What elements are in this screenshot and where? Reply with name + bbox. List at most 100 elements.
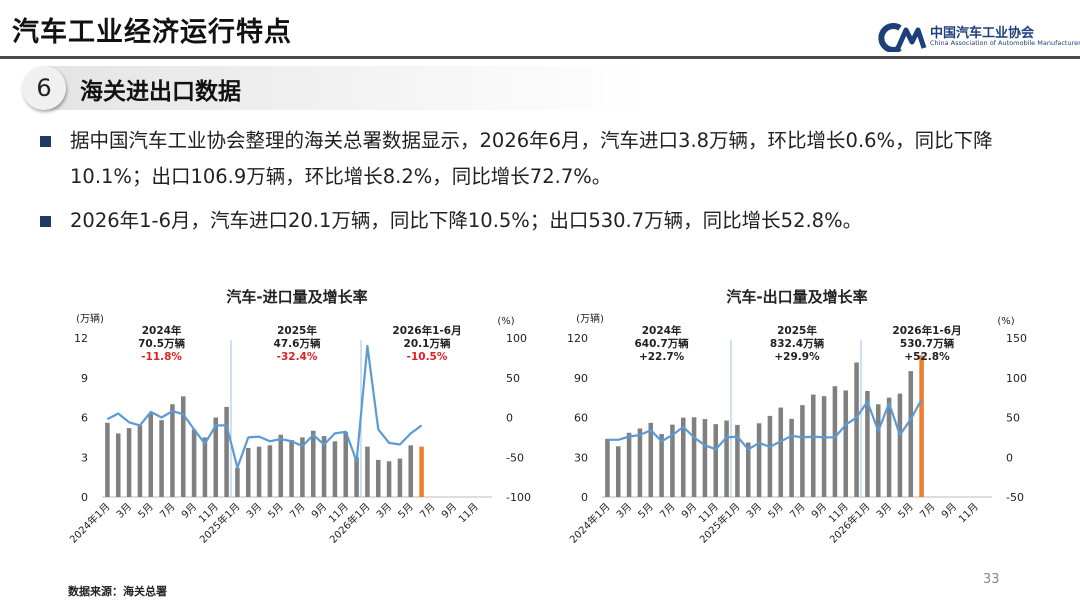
x-tick-label: 5月	[396, 501, 416, 521]
bar	[267, 445, 273, 497]
bullet-square-icon	[40, 136, 51, 147]
left-axis-unit: (万辆)	[576, 312, 604, 325]
bar	[137, 425, 143, 497]
x-tick-label: 7月	[787, 501, 807, 521]
bar	[605, 438, 610, 497]
annotation-year: 2024年	[142, 324, 182, 337]
bar	[854, 362, 859, 497]
annotation-growth: +29.9%	[774, 351, 820, 363]
bar	[691, 417, 697, 497]
x-tick-label: 7月	[657, 501, 677, 521]
bar	[115, 433, 121, 497]
bar	[659, 434, 664, 497]
bar	[375, 459, 381, 497]
chart-title: 汽车-出口量及增长率	[726, 288, 867, 306]
logo-text-cn: 中国汽车工业协会	[930, 26, 1035, 41]
annotation-total: 832.4万辆	[770, 337, 825, 350]
left-tick-label: 60	[574, 412, 588, 425]
right-tick-label: 100	[1006, 372, 1027, 385]
bar	[745, 442, 751, 497]
bar	[148, 413, 154, 497]
right-axis-unit: (%)	[497, 316, 514, 327]
x-tick-label: 3月	[244, 501, 264, 521]
chart-title: 汽车-进口量及增长率	[226, 288, 367, 306]
bar	[810, 394, 816, 497]
annotation-growth: -11.8%	[141, 351, 182, 363]
bar	[321, 436, 327, 497]
x-tick-label: 2024年1月	[567, 500, 613, 546]
bar	[343, 432, 349, 497]
bar	[767, 415, 773, 497]
bar	[724, 420, 729, 497]
annotation-total: 47.6万辆	[274, 337, 321, 350]
bar	[310, 430, 316, 497]
bar	[756, 423, 762, 497]
left-tick-label: 12	[74, 332, 88, 345]
growth-rate-line	[607, 398, 923, 451]
bar	[832, 386, 838, 497]
bar	[126, 428, 132, 497]
x-tick-label: 3月	[874, 501, 894, 521]
x-tick-label: 5月	[266, 501, 286, 521]
bar	[105, 422, 110, 497]
bar	[289, 440, 294, 497]
right-tick-label: 150	[1006, 332, 1027, 345]
right-tick-label: 0	[506, 412, 513, 425]
caam-logo-icon	[878, 23, 927, 52]
bar	[213, 417, 219, 497]
page-title: 汽车工业经济运行特点	[12, 17, 292, 48]
x-tick-label: 7月	[287, 501, 307, 521]
bar	[408, 445, 414, 497]
x-tick-label: 7月	[917, 501, 937, 521]
bar	[170, 404, 175, 497]
bar	[789, 418, 794, 497]
bar	[865, 391, 870, 497]
left-tick-label: 90	[574, 372, 588, 385]
right-tick-label: 50	[506, 372, 520, 385]
x-tick-label: 3月	[614, 501, 634, 521]
x-tick-label: 3月	[374, 501, 394, 521]
annotation-growth: +22.7%	[639, 351, 685, 363]
section-number: 6	[22, 66, 66, 110]
bar	[256, 446, 262, 497]
bar	[702, 419, 708, 497]
bullet-item: 据中国汽车工业协会整理的海关总署数据显示，2026年6月，汽车进口3.8万辆，环…	[40, 123, 1060, 195]
annotation-total: 640.7万辆	[634, 337, 689, 350]
bar	[300, 437, 305, 497]
bullet-text: 据中国汽车工业协会整理的海关总署数据显示，2026年6月，汽车进口3.8万辆，环…	[70, 129, 993, 188]
growth-rate-line	[106, 344, 423, 469]
bar-highlight	[919, 355, 924, 497]
annotation-growth: -10.5%	[407, 351, 448, 363]
bar	[821, 396, 827, 497]
x-tick-label: 5月	[896, 501, 916, 521]
section-title: 海关进出口数据	[80, 79, 241, 105]
bar	[897, 393, 903, 497]
left-tick-label: 0	[81, 491, 88, 504]
bullet-text: 2026年1-6月，汽车进口20.1万辆，同比下降10.5%；出口530.7万辆…	[70, 209, 863, 232]
import-chart: 汽车-进口量及增长率 (万辆) (%) 0 3 6 9 12 -100 -50 0 50 100 2024…	[67, 288, 531, 546]
x-tick-label: 11月	[956, 501, 981, 526]
x-tick-label: 2024年1月	[67, 500, 113, 546]
annotation-year: 2026年1-6月	[892, 324, 961, 337]
right-tick-label: -50	[506, 451, 524, 464]
annotation-total: 530.7万辆	[900, 337, 955, 350]
right-tick-label: 0	[1006, 451, 1013, 464]
header-divider	[0, 56, 1080, 59]
bar	[159, 420, 164, 497]
left-tick-label: 120	[567, 332, 588, 345]
bar	[875, 404, 881, 497]
bar	[235, 467, 240, 497]
bar	[615, 446, 621, 497]
right-tick-label: -50	[1006, 491, 1024, 504]
logo: 中国汽车工业协会 China Association of Automobile…	[878, 22, 1080, 52]
left-tick-label: 6	[81, 412, 88, 425]
bar	[386, 461, 392, 497]
bar	[180, 396, 186, 497]
bar-highlight	[419, 446, 424, 497]
bar	[224, 406, 229, 497]
bar	[843, 390, 849, 497]
data-source: 数据来源：海关总署	[68, 585, 167, 598]
bar	[648, 422, 654, 497]
bar	[778, 407, 784, 497]
x-tick-label: 5月	[636, 501, 656, 521]
